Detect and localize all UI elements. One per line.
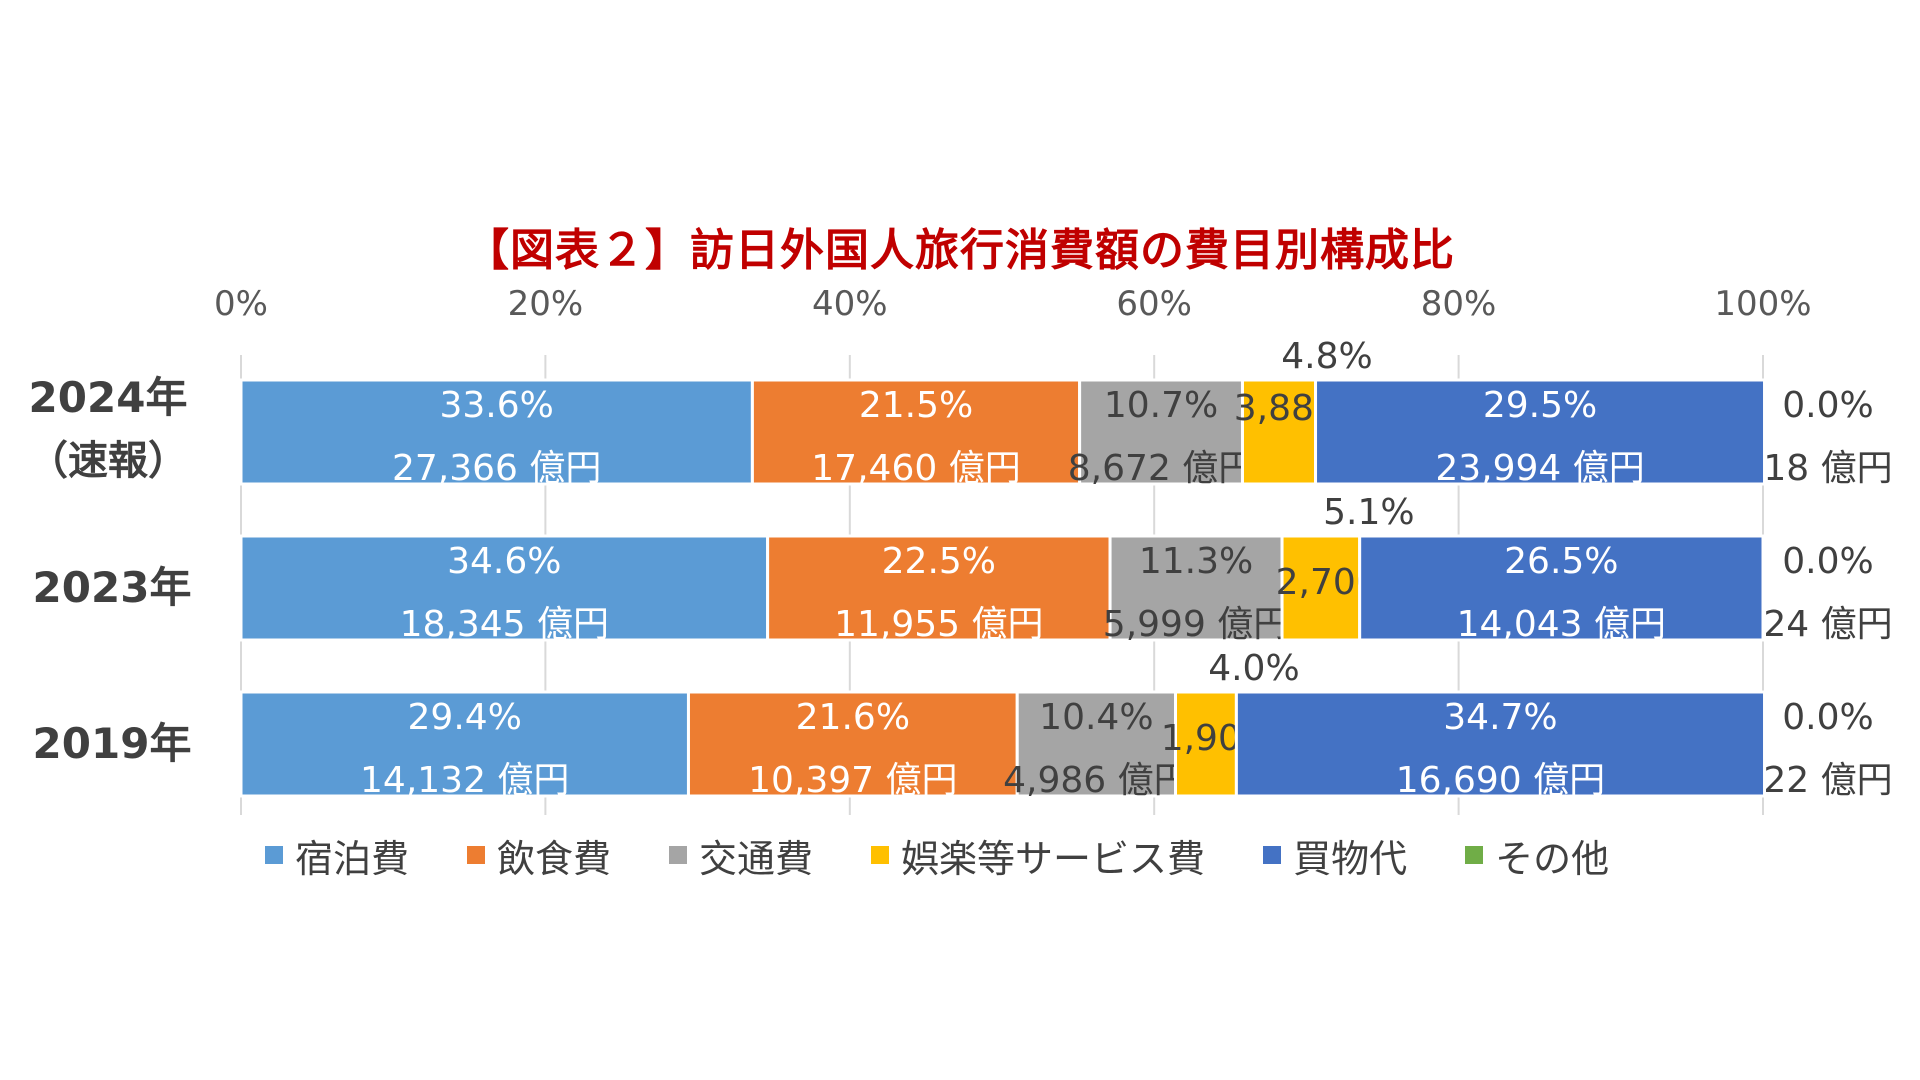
legend-swatch [1263, 846, 1282, 864]
legend-item: その他 [1465, 828, 1609, 883]
legend-swatch [669, 846, 688, 864]
category-label: 2019年 [33, 719, 192, 768]
x-tick-label: 0% [214, 284, 268, 324]
data-label-pct: 4.8% [1281, 336, 1372, 377]
data-label-amount: 27,366 億円 [392, 448, 601, 489]
data-label-amount: 22 億円 [1763, 760, 1892, 801]
legend-item: 飲食費 [467, 828, 611, 883]
bar-segment [239, 690, 690, 798]
category-label: 2023年 [33, 563, 192, 612]
bar-segment [1078, 378, 1244, 486]
bar-segment [1234, 690, 1767, 798]
x-tick-label: 40% [812, 284, 888, 324]
data-label-amount: 14,043 億円 [1457, 604, 1666, 645]
x-tick-label: 60% [1116, 284, 1192, 324]
data-label-pct: 5.1% [1323, 492, 1414, 533]
bar-segment [686, 690, 1019, 798]
legend-swatch [1465, 846, 1484, 864]
data-label-pct: 10.4% [1039, 697, 1153, 738]
x-tick-label: 100% [1714, 284, 1811, 324]
legend-swatch [871, 846, 890, 864]
bar-segment [239, 534, 770, 642]
legend-label: 宿泊費 [295, 836, 410, 881]
data-label-pct: 0.0% [1782, 385, 1873, 426]
legend-item: 交通費 [669, 828, 813, 883]
data-label-pct: 34.6% [447, 541, 561, 582]
x-tick-label: 20% [508, 284, 584, 324]
bar-segment [1240, 378, 1318, 486]
data-label-amount: 23,994 億円 [1435, 448, 1644, 489]
data-label-amount: 24 億円 [1763, 604, 1892, 645]
data-label-pct: 34.7% [1443, 697, 1557, 738]
data-label-pct: 29.5% [1483, 385, 1597, 426]
data-label-pct: 4.0% [1208, 648, 1299, 689]
legend: 宿泊費 飲食費 交通費 娯楽等サービス費 買物代 その他 [265, 828, 1667, 883]
data-label-amount: 8,672 億円 [1068, 448, 1255, 489]
data-label-pct: 10.7% [1104, 385, 1218, 426]
data-label-pct: 29.4% [408, 697, 522, 738]
data-label-pct: 0.0% [1782, 541, 1873, 582]
data-label-amount: 18 億円 [1763, 448, 1892, 489]
bar-segment [1314, 378, 1767, 486]
chart-title: 【図表２】訪日外国人旅行消費額の費目別構成比 [465, 225, 1455, 276]
bar-segment [750, 378, 1082, 486]
data-label-pct: 33.6% [440, 385, 554, 426]
data-label-amount: 10,397 億円 [748, 760, 957, 801]
legend-item: 宿泊費 [265, 828, 409, 883]
legend-swatch [265, 846, 283, 864]
legend-label: 買物代 [1293, 836, 1408, 881]
data-label-pct: 0.0% [1782, 697, 1873, 738]
legend-swatch [467, 846, 486, 864]
data-label-pct: 22.5% [882, 541, 996, 582]
bar-segment [1015, 690, 1178, 798]
legend-label: 交通費 [699, 836, 814, 881]
legend-label: 娯楽等サービス費 [901, 836, 1206, 881]
bar-segment [1358, 534, 1765, 642]
x-tick-label: 80% [1421, 284, 1497, 324]
data-label-pct: 26.5% [1504, 541, 1618, 582]
data-label-amount: 14,132 億円 [360, 760, 569, 801]
bar-segment [1280, 534, 1362, 642]
legend-item: 買物代 [1263, 828, 1407, 883]
bar-segment [1174, 690, 1238, 798]
category-sublabel: （速報） [28, 438, 188, 484]
legend-item: 娯楽等サービス費 [871, 828, 1205, 883]
data-label-pct: 21.6% [796, 697, 910, 738]
legend-label: その他 [1495, 836, 1610, 881]
data-label-amount: 5,999 億円 [1103, 604, 1290, 645]
legend-label: 飲食費 [497, 836, 612, 881]
data-label-amount: 18,345 億円 [400, 604, 609, 645]
data-label-pct: 21.5% [859, 385, 973, 426]
data-label-amount: 4,986 億円 [1003, 760, 1190, 801]
data-label-pct: 11.3% [1139, 541, 1253, 582]
bar-segment [766, 534, 1112, 642]
data-label-amount: 11,955 億円 [834, 604, 1043, 645]
category-label: 2024年 [29, 373, 188, 422]
data-label-amount: 16,690 億円 [1396, 760, 1605, 801]
data-label-amount: 17,460 億円 [811, 448, 1020, 489]
